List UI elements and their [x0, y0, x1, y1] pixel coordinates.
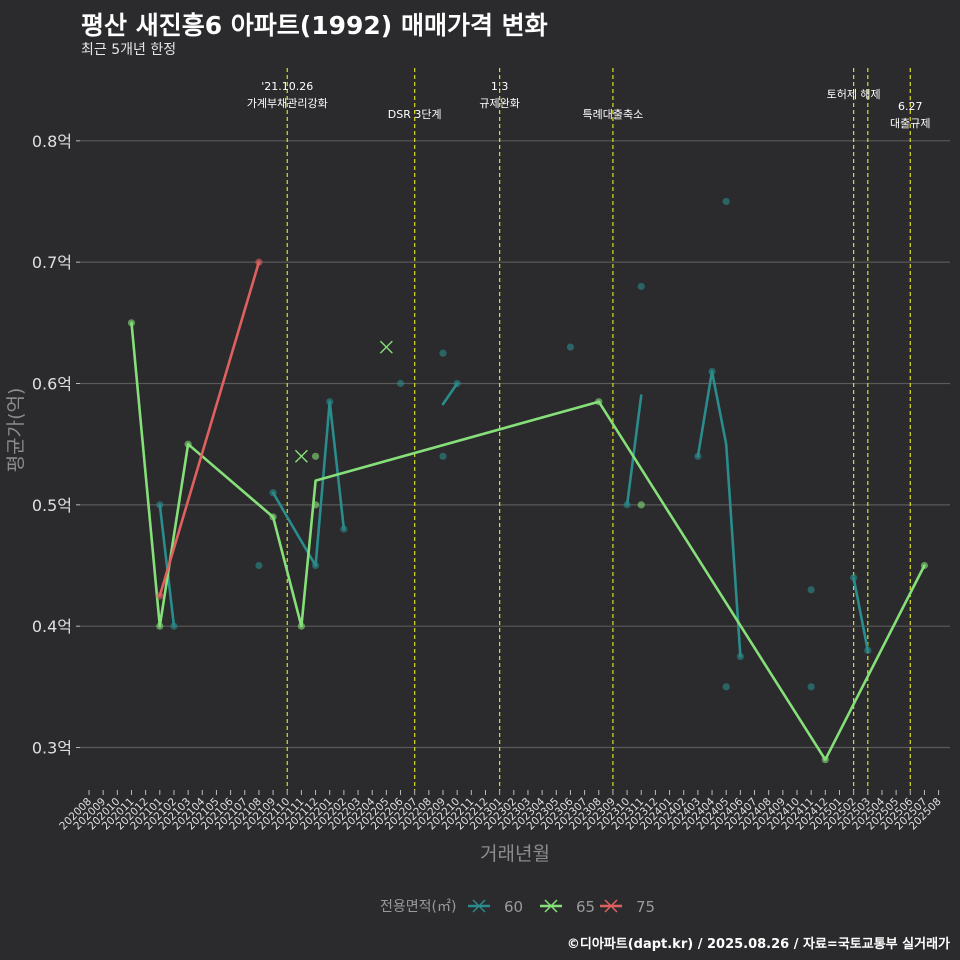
- event-label: DSR 3단계: [388, 108, 442, 121]
- event-label: 토허제 해제: [827, 87, 881, 101]
- legend-entry-label: 75: [636, 898, 655, 916]
- series-60-point: [326, 398, 334, 406]
- event-label: 규제완화: [479, 97, 519, 110]
- series-60-line: [441, 382, 459, 406]
- y-tick-label: 0.5억: [32, 496, 72, 515]
- y-tick-label: 0.7억: [32, 253, 72, 272]
- series-65-point: [637, 501, 645, 509]
- series-65-point: [821, 756, 829, 764]
- series-65-point: [920, 561, 929, 570]
- y-axis: 0.3억 0.4억 0.5억 0.6억 0.7억 0.8억: [32, 132, 80, 758]
- series-60-line: [852, 576, 870, 652]
- series-75-point: [255, 258, 263, 266]
- series-60-point: [453, 379, 461, 388]
- event-label: '21.10.26: [261, 80, 313, 93]
- legend-entry-label: 60: [504, 898, 523, 916]
- series-60-point: [255, 561, 263, 570]
- series-60-line: [696, 370, 742, 658]
- series-65-point: [127, 319, 136, 327]
- series-60-point: [439, 349, 447, 357]
- series-65-point: [184, 440, 192, 448]
- legend-swatch-cross: [544, 899, 558, 913]
- series-60-line: [625, 394, 643, 507]
- series-60-point: [156, 501, 164, 509]
- series-65-point: [269, 513, 277, 521]
- series-60-point: [269, 489, 277, 497]
- series-60-point: [623, 501, 631, 509]
- series-65-point: [297, 622, 305, 630]
- event-label: 특례대출축소: [583, 108, 644, 121]
- event-label: 대출규제: [890, 117, 930, 130]
- source-caption: ©디아파트(dapt.kr) / 2025.08.26 / 자료=국토교통부 실…: [566, 937, 950, 952]
- series-60-point: [736, 652, 744, 661]
- y-gridlines: [80, 140, 950, 749]
- legend: 전용면적(㎡) 60 65 75: [380, 898, 655, 916]
- series-65-point: [311, 452, 320, 460]
- legend-swatch-cross: [472, 899, 486, 913]
- series-60-point: [807, 586, 815, 594]
- x-axis-title: 거래년월: [480, 843, 550, 865]
- series-60-point: [637, 282, 645, 291]
- event-label: 1.3: [491, 80, 509, 93]
- series-60-point: [708, 367, 716, 375]
- chart-title: 평산 새진흥6 아파트(1992) 매매가격 변화: [81, 11, 548, 40]
- series-60-line: [158, 503, 176, 628]
- series-60-point: [340, 525, 348, 533]
- series-60-line: [314, 400, 346, 567]
- series-60-point: [807, 683, 815, 691]
- series-60-point: [850, 574, 858, 582]
- y-tick-label: 0.6억: [32, 374, 72, 393]
- event-label: 6.27: [898, 100, 923, 113]
- series-65-point: [311, 501, 320, 509]
- series-60-point: [396, 379, 405, 388]
- series-65-point: [595, 398, 603, 406]
- legend-title: 전용면적(㎡): [380, 899, 456, 915]
- y-tick-label: 0.3억: [32, 739, 72, 758]
- series-60-point: [864, 646, 872, 655]
- series-60-point: [722, 683, 730, 691]
- series-60-point: [311, 561, 320, 570]
- y-tick-label: 0.4억: [32, 617, 72, 636]
- series-60-point: [566, 343, 575, 351]
- series-65-line: [130, 321, 926, 762]
- y-tick-label: 0.8억: [32, 132, 72, 151]
- series-60-line: [271, 491, 317, 567]
- y-axis-title: 평균가(억): [5, 388, 27, 473]
- series-layer: [127, 197, 929, 764]
- series-60-point: [439, 452, 447, 460]
- series-60-point: [694, 452, 702, 460]
- series-65-point: [156, 622, 164, 630]
- series-60-point: [170, 622, 178, 630]
- series-75-point: [156, 592, 164, 600]
- legend-entry-label: 65: [576, 898, 595, 916]
- chart-subtitle: 최근 5개년 한정: [81, 42, 177, 58]
- x-axis: 2020082020092020102020112020122021012021…: [57, 790, 944, 832]
- series-60-point: [722, 197, 730, 206]
- series-75-line: [158, 260, 261, 598]
- legend-swatch-cross: [604, 899, 618, 913]
- series-65-cross: [379, 340, 393, 354]
- series-65-cross: [294, 449, 308, 463]
- event-label: 가계부채관리강화: [247, 97, 328, 110]
